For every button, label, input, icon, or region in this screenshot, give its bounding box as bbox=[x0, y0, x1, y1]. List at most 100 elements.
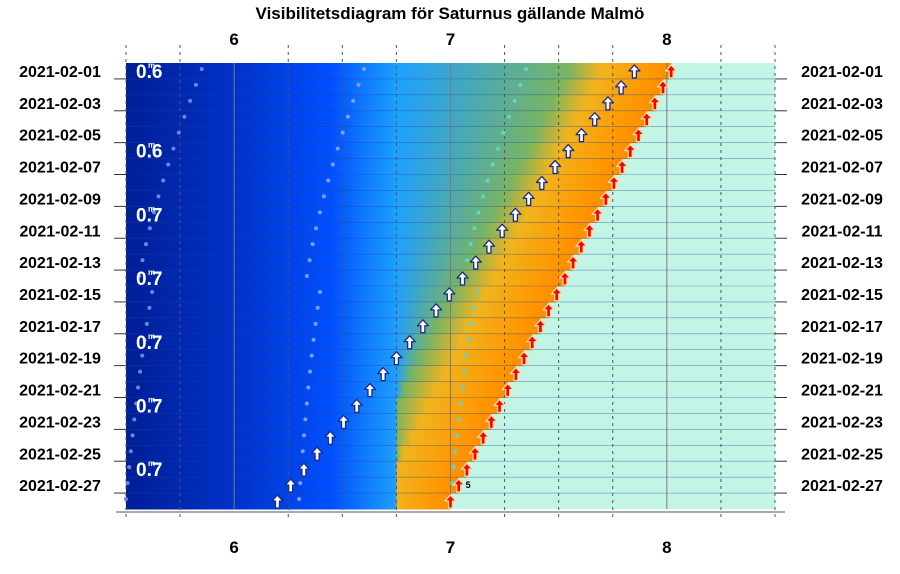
horizon-arrow bbox=[550, 287, 563, 302]
magnitude-value: 0.6 bbox=[136, 62, 162, 83]
horizon-arrow bbox=[575, 239, 588, 254]
date-label-right: 2021-02-15 bbox=[801, 287, 883, 304]
twilight-dot bbox=[471, 305, 476, 310]
date-label-right: 2021-02-25 bbox=[801, 446, 883, 463]
date-label-left: 2021-02-07 bbox=[19, 160, 101, 177]
twilight-dot bbox=[166, 162, 171, 167]
twilight-dot bbox=[199, 66, 204, 71]
rise-arrow bbox=[548, 159, 562, 175]
horizon-arrow bbox=[640, 112, 653, 127]
rise-arrow bbox=[429, 303, 443, 318]
night-band bbox=[126, 461, 467, 478]
night-band bbox=[126, 270, 565, 287]
twilight-dot bbox=[340, 130, 345, 135]
twilight-dot bbox=[345, 114, 350, 119]
twilight-dot bbox=[467, 337, 472, 342]
twilight-dot bbox=[490, 162, 495, 167]
date-label-right: 2021-02-09 bbox=[801, 191, 883, 208]
date-label-left: 2021-02-13 bbox=[19, 255, 101, 272]
horizon-arrow bbox=[632, 127, 645, 143]
magnitude-unit: m bbox=[148, 332, 155, 341]
twilight-dot bbox=[307, 369, 312, 374]
horizon-arrow bbox=[468, 446, 482, 461]
rise-arrow bbox=[310, 446, 324, 461]
magnitude-unit: m bbox=[148, 395, 155, 404]
night-band bbox=[126, 222, 590, 239]
twilight-dot bbox=[303, 417, 308, 422]
horizon-arrow bbox=[591, 207, 604, 222]
twilight-dot bbox=[309, 353, 314, 358]
horizon-arrow bbox=[534, 319, 547, 334]
night-band bbox=[126, 94, 655, 112]
twilight-dot bbox=[140, 353, 145, 358]
horizon-arrow bbox=[444, 494, 457, 509]
twilight-dot bbox=[450, 481, 455, 486]
twilight-dot bbox=[518, 82, 523, 87]
night-band bbox=[126, 333, 533, 351]
magnitude-unit: m bbox=[148, 459, 155, 468]
night-band bbox=[126, 158, 623, 175]
night-band bbox=[126, 206, 598, 223]
twilight-dot bbox=[495, 146, 500, 151]
twilight-dot bbox=[151, 210, 156, 215]
twilight-dot bbox=[304, 401, 309, 406]
twilight-dot bbox=[297, 497, 302, 502]
rise-arrow bbox=[482, 239, 496, 254]
twilight-dot bbox=[512, 98, 517, 103]
night-band bbox=[126, 413, 492, 430]
bottom-tick-label: 6 bbox=[229, 538, 238, 557]
bottom-tick-label: 8 bbox=[662, 538, 671, 557]
night-band bbox=[126, 63, 672, 80]
twilight-dot bbox=[300, 449, 305, 454]
twilight-dot bbox=[188, 98, 193, 103]
axes: 6 6 7 7 8 8 bbox=[116, 30, 785, 557]
horizon-arrow bbox=[624, 143, 637, 159]
date-label-right: 2021-02-13 bbox=[801, 255, 883, 272]
twilight-dot bbox=[132, 417, 137, 422]
horizon-arrow bbox=[485, 414, 498, 430]
twilight-dot bbox=[310, 242, 315, 247]
magnitude-value: 0.6 bbox=[136, 142, 162, 163]
twilight-dot bbox=[506, 114, 511, 119]
rise-arrow bbox=[443, 287, 456, 302]
night-band bbox=[126, 286, 557, 303]
horizon-arrow bbox=[566, 255, 580, 270]
rise-arrow bbox=[390, 350, 403, 366]
horizon-arrow bbox=[501, 382, 514, 398]
date-label-left: 2021-02-25 bbox=[19, 446, 101, 463]
horizon-arrow bbox=[452, 478, 465, 493]
magnitude-unit: m bbox=[148, 61, 155, 70]
twilight-dot bbox=[524, 66, 529, 71]
twilight-dot bbox=[464, 258, 469, 263]
magnitude-unit: m bbox=[148, 141, 155, 150]
rise-arrow bbox=[575, 127, 588, 143]
twilight-dot bbox=[176, 130, 181, 135]
horizon-arrow bbox=[558, 271, 572, 286]
date-label-left: 2021-02-03 bbox=[19, 96, 101, 113]
arrows: 5 bbox=[271, 64, 678, 509]
top-tick-label: 7 bbox=[446, 30, 455, 49]
twilight-dot bbox=[193, 82, 198, 87]
rise-arrow bbox=[615, 80, 628, 95]
twilight-dot bbox=[458, 401, 463, 406]
horizon-arrow bbox=[517, 350, 531, 366]
twilight-dot bbox=[480, 194, 485, 199]
rise-arrow bbox=[297, 462, 311, 477]
night-band bbox=[126, 301, 549, 319]
twilight-dot bbox=[464, 353, 469, 358]
date-label-right: 2021-02-17 bbox=[801, 319, 883, 336]
twilight-dot bbox=[150, 289, 155, 294]
date-label-right: 2021-02-19 bbox=[801, 351, 883, 368]
night-band bbox=[126, 110, 647, 128]
date-label-right: 2021-02-03 bbox=[801, 96, 883, 113]
twilight-dot bbox=[455, 433, 460, 438]
rise-arrow bbox=[377, 366, 390, 382]
twilight-dot bbox=[298, 481, 303, 486]
magnitude-unit: m bbox=[148, 204, 155, 213]
twilight-dot bbox=[472, 226, 477, 231]
twilight-dot bbox=[476, 210, 481, 215]
night-band bbox=[126, 365, 516, 383]
date-label-right: 2021-02-23 bbox=[801, 414, 883, 431]
night-band bbox=[126, 397, 500, 414]
twilight-dot bbox=[468, 242, 473, 247]
